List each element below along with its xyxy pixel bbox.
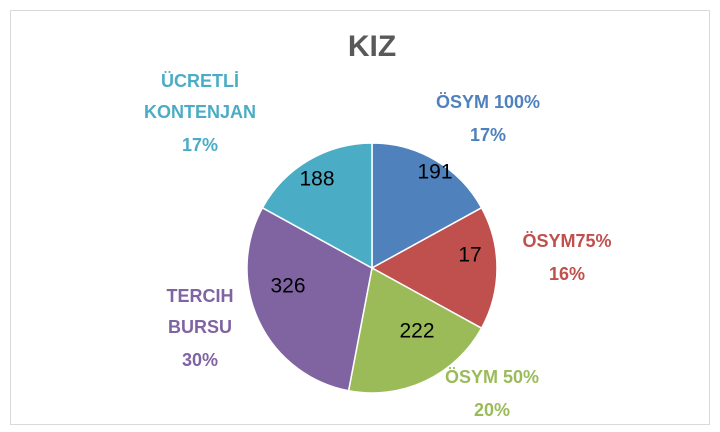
percent-label: 30%	[182, 350, 218, 370]
percent-label: 17%	[470, 125, 506, 145]
count-label: 191	[417, 161, 452, 184]
category-label: ÜCRETLİ	[161, 71, 239, 91]
percent-label: 17%	[182, 135, 218, 155]
pie-slice	[261, 142, 373, 270]
chart-title: KIZ	[348, 30, 396, 63]
category-label: ÖSYM 50%	[445, 367, 539, 387]
percent-label: 20%	[474, 400, 510, 420]
category-label: ÖSYM75%	[522, 231, 611, 251]
category-label: ÖSYM 100%	[436, 92, 540, 112]
category-label: KONTENJAN	[144, 102, 256, 122]
category-label: TERCIH	[167, 286, 234, 306]
percent-label: 16%	[549, 264, 585, 284]
count-label: 326	[270, 275, 305, 298]
count-label: 188	[299, 168, 334, 191]
pie-slice	[347, 266, 483, 394]
pie-slice	[370, 206, 498, 330]
count-label: 17	[458, 244, 481, 267]
pie-slice	[371, 142, 483, 270]
category-label: BURSU	[168, 317, 232, 337]
count-label: 222	[399, 320, 434, 343]
pie-slice	[246, 206, 373, 392]
